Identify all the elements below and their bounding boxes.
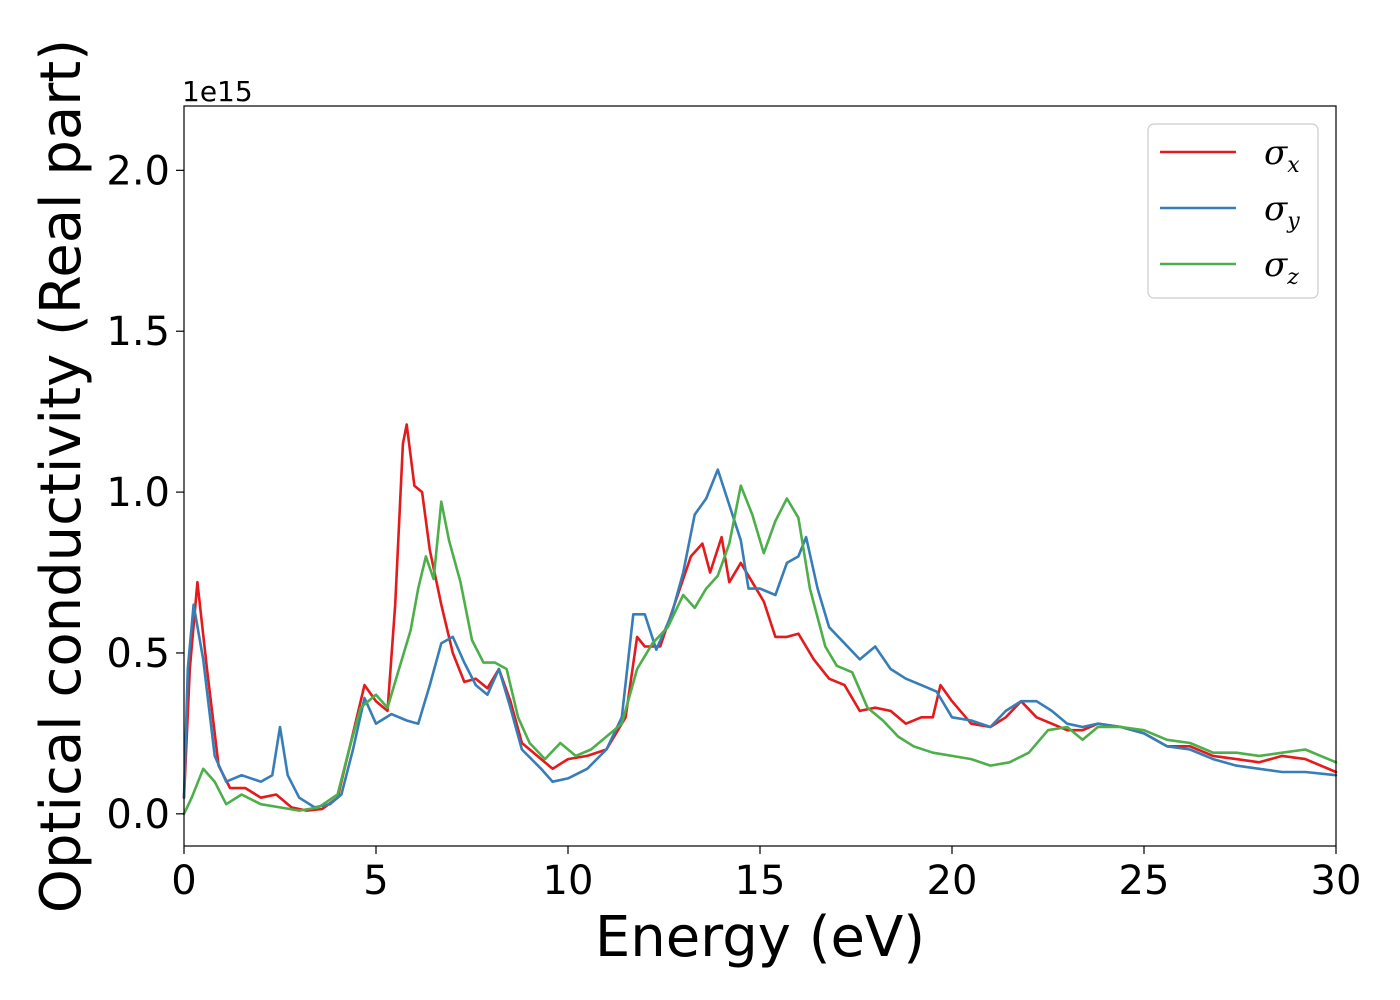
- y-tick-label: 2.0: [106, 148, 170, 194]
- x-axis-ticks: 0 5 10 15 20 25 30: [171, 846, 1361, 904]
- series-layer: [182, 423, 1338, 816]
- x-tick-label: 25: [1119, 858, 1170, 904]
- y-axis-title: Optical conductivity (Real part): [29, 39, 94, 913]
- legend-label-x: σx: [1264, 133, 1300, 178]
- series-line-x: [182, 423, 1338, 812]
- legend-box: [1147, 123, 1319, 299]
- x-tick-label: 30: [1311, 858, 1362, 904]
- x-tick-label: 0: [171, 858, 196, 904]
- y-tick-label: 0.0: [106, 792, 170, 838]
- x-tick-label: 5: [363, 858, 388, 904]
- series-line-y: [182, 468, 1338, 809]
- y-tick-label: 0.5: [106, 631, 170, 677]
- series-line-z: [182, 484, 1338, 816]
- y-offset-label: 1e15: [182, 75, 253, 108]
- x-tick-label: 10: [543, 858, 594, 904]
- x-tick-label: 20: [927, 858, 978, 904]
- y-tick-label: 1.0: [106, 470, 170, 516]
- x-tick-label: 15: [735, 858, 786, 904]
- y-axis-ticks: 0.0 0.5 1.0 1.5 2.0: [106, 148, 184, 838]
- x-axis-title: Energy (eV): [595, 905, 925, 970]
- y-tick-label: 1.5: [106, 309, 170, 355]
